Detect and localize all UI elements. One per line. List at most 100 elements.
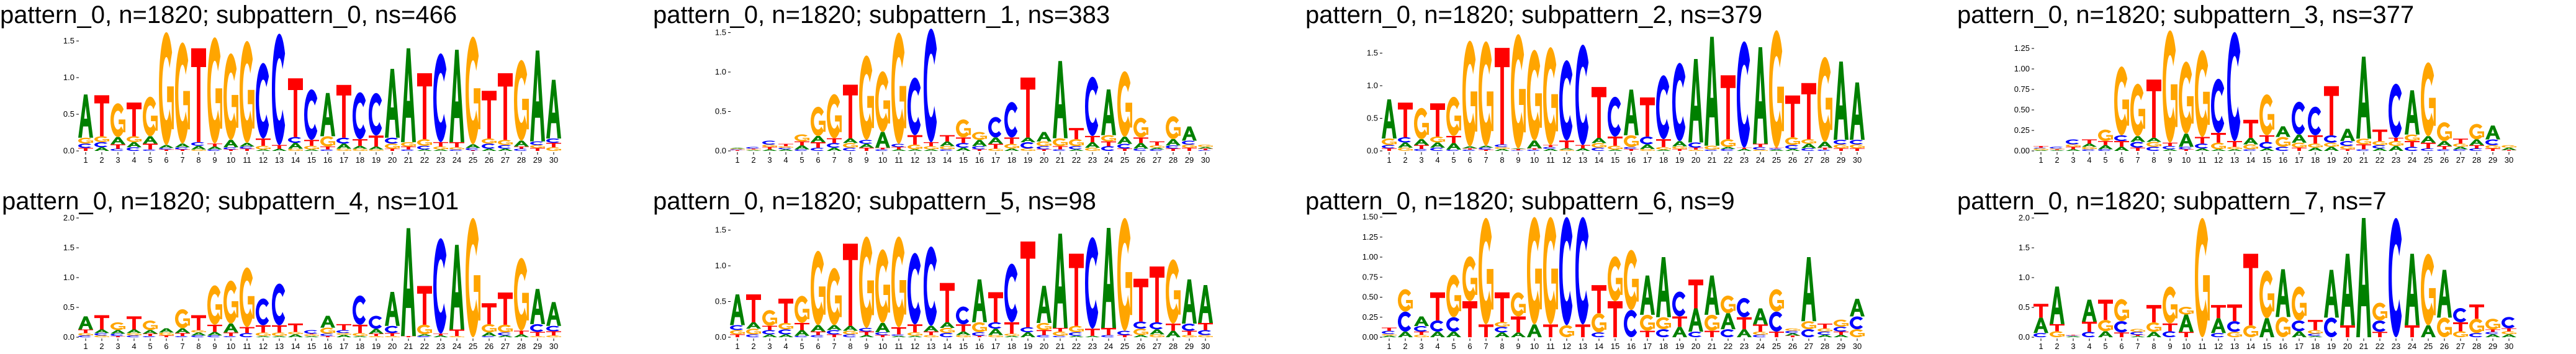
logo-letter-C [1004, 102, 1018, 138]
logo-letter-G [2436, 122, 2452, 142]
letter-shape [1109, 138, 1116, 141]
letter-shape [2324, 147, 2339, 151]
letter-shape [529, 141, 544, 145]
x-tick-label: 10 [2182, 155, 2191, 165]
letter-shape [2178, 61, 2192, 134]
letter-shape [956, 324, 971, 332]
letter-shape [980, 327, 987, 331]
letter-shape [956, 137, 971, 143]
letter-shape [1785, 137, 1799, 145]
logo-letter-A [811, 135, 826, 143]
x-tick-label: 18 [1659, 342, 1668, 351]
x-tick-label: 6 [164, 155, 168, 165]
letter-shape [401, 146, 416, 150]
logo-letter-A [2405, 90, 2420, 135]
logo-letter-A [304, 336, 319, 337]
logo-letter-A [1166, 138, 1181, 146]
letter-shape [891, 32, 905, 144]
logo-letter-A [843, 138, 858, 143]
x-tick-label: 20 [1691, 342, 1700, 351]
logo-letter-A [1721, 313, 1736, 330]
x-tick-label: 12 [1562, 155, 1571, 165]
x-tick-label: 17 [340, 155, 348, 165]
x-tick-label: 13 [2230, 155, 2239, 165]
letter-shape [1639, 136, 1654, 145]
x-tick-label: 19 [1024, 342, 1032, 351]
logo-letter-T [240, 327, 254, 334]
y-tick-label: 1.0 [63, 73, 74, 82]
x-tick-label: 27 [1804, 155, 1813, 165]
logo-letter-C [971, 332, 986, 336]
letter-shape [1133, 329, 1147, 335]
logo-letter-T [2066, 147, 2081, 150]
logo-letter-G [417, 139, 432, 146]
logo-letter-G [2227, 147, 2242, 150]
logo-letter-A [514, 334, 529, 337]
x-tick-label: 22 [1724, 342, 1732, 351]
letter-shape [1397, 137, 1412, 143]
logo-letter-G [1510, 34, 1526, 148]
logo-letter-C [2307, 106, 2322, 135]
x-tick-label: 5 [1451, 342, 1456, 351]
letter-shape [762, 149, 777, 151]
letter-shape [2171, 304, 2177, 319]
logo-letter-G [142, 320, 158, 330]
logo-letter-C [745, 147, 760, 149]
letter-shape [1736, 41, 1750, 148]
letter-shape [859, 147, 874, 151]
letter-shape [923, 335, 937, 337]
logo-letter-G [1068, 138, 1084, 147]
letter-shape [223, 323, 238, 333]
x-tick-label: 27 [1804, 342, 1813, 351]
x-tick-label: 28 [517, 342, 526, 351]
logo-letter-A [2243, 137, 2258, 145]
letter-shape [1413, 148, 1428, 151]
letter-shape [1413, 107, 1428, 140]
logo-letter-G [1036, 141, 1052, 147]
letter-shape [490, 140, 497, 143]
letter-shape [1398, 142, 1413, 148]
letter-shape [842, 334, 857, 337]
x-tick-label: 30 [1201, 342, 1210, 351]
x-tick-label: 27 [501, 342, 510, 351]
letter-shape [271, 283, 286, 325]
logo-letter-G [1181, 144, 1197, 148]
logo-letter-C [1639, 136, 1654, 145]
letter-shape [1165, 259, 1179, 324]
logo-letter-C [1785, 330, 1799, 334]
letter-shape [1446, 317, 1460, 332]
letter-shape [280, 334, 287, 336]
letter-shape [385, 68, 400, 138]
letter-shape [2130, 147, 2145, 151]
logo-letter-G [2259, 94, 2274, 135]
logo-letter-T [2130, 335, 2145, 337]
logo-letter-T [778, 143, 793, 147]
logo-letter-C [352, 295, 366, 325]
x-tick-label: 13 [275, 342, 284, 351]
logo-letter-T [288, 323, 303, 332]
logo-letter-T [288, 78, 303, 137]
logo-letter-A [530, 50, 545, 142]
letter-shape [1158, 335, 1164, 337]
x-tick-label: 19 [372, 155, 381, 165]
letter-shape [1688, 331, 1702, 337]
y-tick-label: 0.5 [1367, 114, 1378, 123]
logo-letter-C [2501, 317, 2515, 329]
logo-letter-C [1020, 142, 1034, 149]
letter-shape [239, 267, 253, 327]
logo-letter-T [1785, 335, 1800, 337]
letter-shape [2421, 325, 2436, 337]
letter-shape [514, 140, 529, 147]
letter-shape [899, 86, 906, 129]
logo-letter-G [1117, 71, 1132, 137]
letter-shape [988, 143, 1003, 149]
letter-shape [923, 146, 937, 150]
letter-shape [513, 258, 528, 331]
logo-letter-A [1150, 147, 1164, 150]
letter-shape [223, 149, 238, 151]
letter-shape [1182, 330, 1197, 335]
logo-letter-T [1834, 148, 1849, 151]
letter-shape [2243, 119, 2258, 138]
letter-shape [514, 146, 529, 149]
x-tick-label: 1 [735, 155, 739, 165]
